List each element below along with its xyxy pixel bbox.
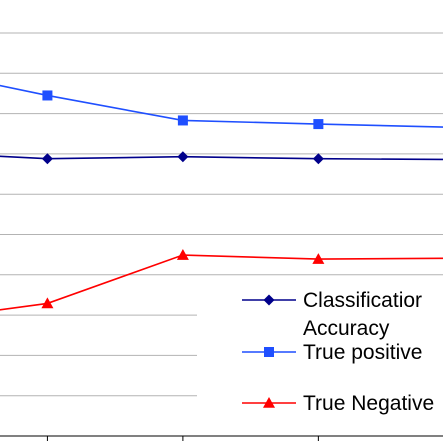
data-point (312, 153, 324, 165)
legend-label: Classificatior (303, 289, 422, 312)
data-point (41, 153, 53, 165)
data-point (41, 297, 54, 309)
legend-label: Accuracy (303, 317, 390, 340)
data-point (313, 119, 324, 130)
data-point (177, 151, 189, 163)
data-point (176, 249, 189, 260)
legend-marker (263, 294, 275, 306)
series-line-2 (0, 84, 443, 128)
series-line-1 (0, 155, 443, 161)
legend-marker (263, 397, 275, 408)
data-point (177, 115, 188, 126)
legend-label: True positive (303, 341, 422, 364)
legend-marker (264, 347, 274, 357)
legend-label: True Negative (303, 392, 434, 415)
data-point (42, 90, 53, 101)
data-point (312, 253, 325, 264)
